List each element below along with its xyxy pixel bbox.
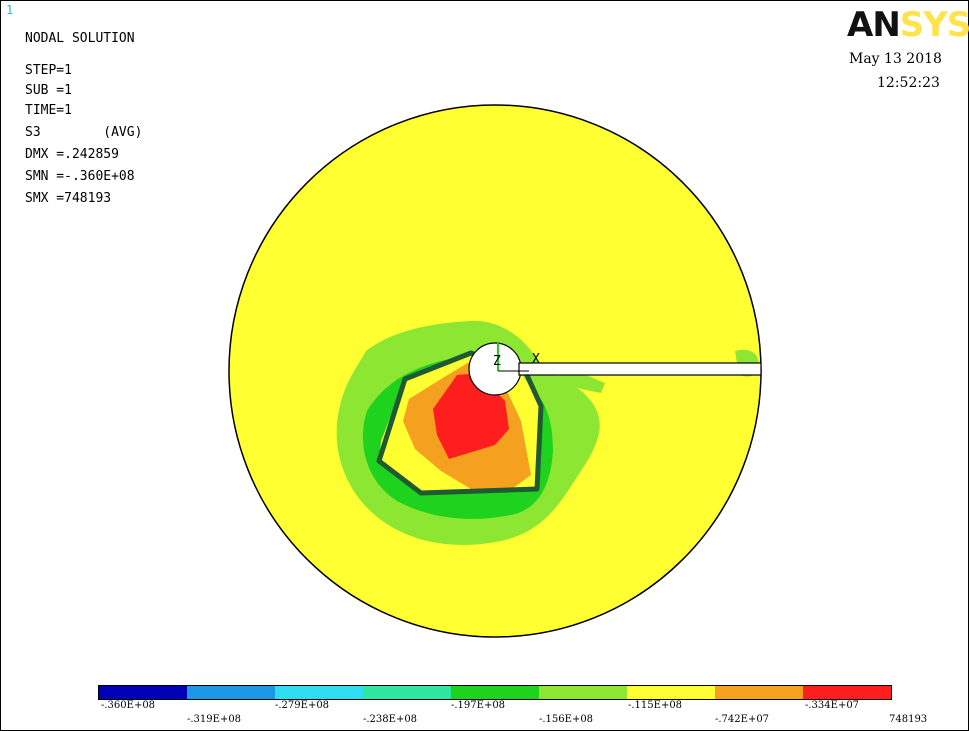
legend-swatch-4 [363,686,451,699]
time-label: 12:52:23 [877,75,940,91]
legend-swatch-6 [539,686,627,699]
legend-swatch-5 [451,686,539,699]
contour-band-light-green-tail [549,373,605,393]
legend-swatch-2 [187,686,275,699]
window-number: 1 [6,3,14,17]
smx-value: SMX =748193 [25,191,112,206]
sub-value: SUB =1 [25,83,72,98]
legend-label-bottom-2: -.238E+08 [363,714,418,725]
legend-swatch-9 [803,686,891,699]
step-value: STEP=1 [25,63,72,78]
legend-label-top-4: -.115E+08 [628,700,683,711]
solution-title: NODAL SOLUTION [25,31,135,46]
contour-legend-bar [98,685,892,700]
smn-value: SMN =-.360E+08 [25,169,135,184]
legend-label-top-2: -.279E+08 [275,700,330,711]
dmx-value: DMX =.242859 [25,147,119,162]
ansys-logo: ANSYS [847,7,969,43]
logo-sys: SYS [899,5,969,45]
axis-z-label: Z [493,354,501,369]
legend-label-top-5: -.334E+07 [805,700,860,711]
radial-slot [518,362,762,376]
legend-label-bottom-5: 748193 [889,714,928,725]
legend-swatch-8 [715,686,803,699]
legend-swatch-3 [275,686,363,699]
date-label: May 13 2018 [849,51,942,67]
legend-label-top-3: -.197E+08 [451,700,506,711]
time-value: TIME=1 [25,103,72,118]
central-hole [468,342,522,396]
legend-label-bottom-1: -.319E+08 [187,714,242,725]
legend-label-bottom-4: -.742E+07 [715,714,770,725]
legend-label-bottom-3: -.156E+08 [539,714,594,725]
legend-swatch-7 [627,686,715,699]
legend-swatch-1 [99,686,187,699]
legend-label-top-1: -.360E+08 [101,700,156,711]
s3-label: S3 (AVG) [25,125,143,140]
logo-an: AN [847,5,901,45]
axis-x-label: X [532,352,540,367]
